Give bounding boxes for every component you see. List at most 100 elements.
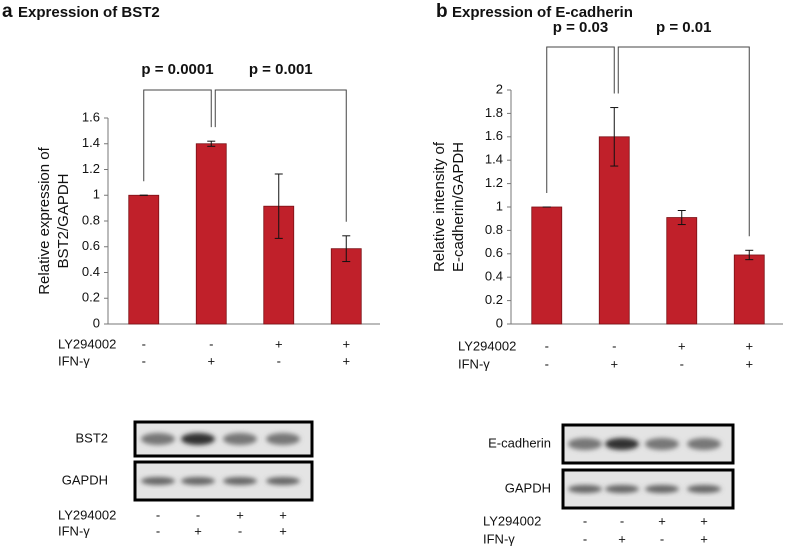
blot-band xyxy=(141,433,175,445)
treatment-label: IFN-γ xyxy=(458,356,490,371)
treatment-sign: - xyxy=(277,353,281,368)
blot-band xyxy=(266,477,300,485)
y-axis-label: Relative expression of xyxy=(36,146,53,294)
y-axis-label: E-cadherin/GAPDH xyxy=(450,142,467,272)
p-value: p = 0.0001 xyxy=(141,61,213,78)
y-tick-label: 1 xyxy=(496,198,503,213)
chart-title: Expression of BST2 xyxy=(18,4,160,21)
bar xyxy=(733,254,765,325)
y-tick-label: 0.2 xyxy=(485,292,503,307)
panel-letter: a xyxy=(2,1,13,22)
treatment-sign: - xyxy=(583,531,587,546)
treatment-sign: - xyxy=(583,513,587,528)
treatment-sign: + xyxy=(236,507,244,522)
blot-band xyxy=(266,433,300,445)
blot-band xyxy=(181,477,215,485)
treatment-sign: - xyxy=(680,356,684,371)
treatment-sign: - xyxy=(545,338,549,353)
bar xyxy=(531,206,563,325)
treatment-label: LY294002 xyxy=(483,513,541,528)
y-tick-label: 0.2 xyxy=(82,290,100,305)
y-tick-label: 1.2 xyxy=(82,161,100,176)
bar xyxy=(666,217,698,325)
treatment-sign: - xyxy=(209,336,213,351)
y-tick-label: 0.6 xyxy=(485,245,503,260)
blot-band xyxy=(141,477,175,485)
band-label: GAPDH xyxy=(62,472,108,487)
significance-bracket xyxy=(214,89,347,222)
blot-band xyxy=(645,485,679,493)
bar xyxy=(598,136,630,325)
blot-band xyxy=(687,485,721,493)
y-tick-label: 1.6 xyxy=(485,128,503,143)
treatment-sign: + xyxy=(700,513,708,528)
y-tick-label: 0.8 xyxy=(82,212,100,227)
treatment-label: IFN-γ xyxy=(483,531,515,546)
blot-band xyxy=(645,438,679,450)
treatment-sign: - xyxy=(612,338,616,353)
y-tick-label: 0.8 xyxy=(485,222,503,237)
treatment-sign: - xyxy=(142,336,146,351)
treatment-sign: + xyxy=(342,353,350,368)
treatment-sign: + xyxy=(678,338,686,353)
significance-bracket xyxy=(546,46,615,193)
treatment-sign: + xyxy=(275,336,283,351)
blot-band xyxy=(605,438,639,450)
treatment-label: LY294002 xyxy=(458,338,516,353)
p-value: p = 0.001 xyxy=(249,61,313,78)
chart-title: Expression of E-cadherin xyxy=(452,4,633,21)
blot-band xyxy=(605,485,639,493)
blot-band xyxy=(568,438,602,450)
treatment-sign: - xyxy=(196,507,200,522)
treatment-label: LY294002 xyxy=(58,336,116,351)
treatment-sign: + xyxy=(342,336,350,351)
blot-band xyxy=(181,433,215,445)
y-tick-label: 0 xyxy=(93,315,100,330)
p-value: p = 0.01 xyxy=(656,19,711,36)
y-axis-label: BST2/GAPDH xyxy=(55,173,72,268)
y-tick-label: 1.8 xyxy=(485,105,503,120)
treatment-sign: - xyxy=(545,356,549,371)
treatment-sign: - xyxy=(156,507,160,522)
band-label: GAPDH xyxy=(505,480,551,495)
treatment-sign: - xyxy=(238,523,242,538)
y-tick-label: 1 xyxy=(93,187,100,202)
significance-bracket xyxy=(143,89,212,182)
treatment-sign: - xyxy=(156,523,160,538)
treatment-label: LY294002 xyxy=(58,507,116,522)
y-tick-label: 1.4 xyxy=(485,152,503,167)
bar xyxy=(263,205,295,325)
treatment-sign: + xyxy=(279,523,287,538)
treatment-sign: + xyxy=(610,356,618,371)
treatment-sign: - xyxy=(142,353,146,368)
treatment-sign: + xyxy=(618,531,626,546)
y-tick-label: 0 xyxy=(496,315,503,330)
blot-band xyxy=(687,438,721,450)
treatment-sign: + xyxy=(279,507,287,522)
significance-bracket xyxy=(617,46,750,237)
blot-band xyxy=(568,485,602,493)
y-tick-label: 0.4 xyxy=(485,269,503,284)
treatment-sign: + xyxy=(745,338,753,353)
y-tick-label: 2 xyxy=(496,81,503,96)
blot-band xyxy=(223,433,257,445)
bar xyxy=(195,143,227,325)
y-axis-label: Relative intensity of xyxy=(431,141,448,272)
y-tick-label: 1.4 xyxy=(82,135,100,150)
bar xyxy=(128,194,160,325)
band-label: E-cadherin xyxy=(488,435,551,450)
y-tick-label: 0.6 xyxy=(82,238,100,253)
treatment-sign: - xyxy=(660,531,664,546)
treatment-sign: + xyxy=(700,531,708,546)
y-tick-label: 0.4 xyxy=(82,264,100,279)
treatment-sign: + xyxy=(745,356,753,371)
treatment-sign: + xyxy=(194,523,202,538)
treatment-label: IFN-γ xyxy=(58,353,90,368)
panel-letter: b xyxy=(436,1,448,22)
y-tick-label: 1.2 xyxy=(485,175,503,190)
treatment-label: IFN-γ xyxy=(58,523,90,538)
treatment-sign: - xyxy=(620,513,624,528)
band-label: BST2 xyxy=(75,430,108,445)
blot-band xyxy=(223,477,257,485)
